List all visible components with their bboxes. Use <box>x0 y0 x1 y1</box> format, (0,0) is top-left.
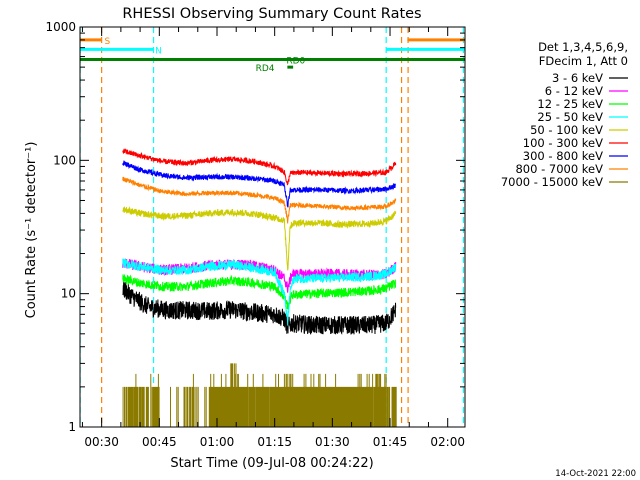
plot-area: S N RD0 RD4 <box>79 26 466 428</box>
legend-entry-label: 50 - 100 keV <box>530 123 603 137</box>
x-tick-label: 01:45 <box>373 435 408 449</box>
x-tick-label: 00:45 <box>142 435 177 449</box>
series-12-25-kev <box>122 274 397 310</box>
x-axis: 00:30 00:45 01:00 01:15 01:30 01:45 02:00 <box>81 27 465 449</box>
legend-header-line-2: FDecim 1, Att 0 <box>539 54 628 68</box>
series-3-6-kev <box>122 279 397 335</box>
legend-entry-label: 800 - 7000 keV <box>515 162 603 176</box>
legend-entry-label: 12 - 25 keV <box>537 97 603 111</box>
plot-frame <box>79 26 466 428</box>
legend-header-line-1: Det 1,3,4,5,6,9, <box>538 40 628 54</box>
series-300-800-kev <box>122 160 396 208</box>
x-axis-label: Start Time (09-Jul-08 00:24:22) <box>170 456 373 471</box>
flag-label-rd0: RD0 <box>286 57 305 67</box>
legend-entry-label: 3 - 6 keV <box>552 71 603 85</box>
legend: Det 1,3,4,5,6,9, FDecim 1, Att 0 3 - 6 k… <box>501 40 628 189</box>
legend-entry-label: 7000 - 15000 keV <box>501 175 603 189</box>
series-100-300-kev <box>122 148 397 186</box>
y-axis: 1 10 100 1000 <box>45 20 465 434</box>
series-7000-15000-kev <box>122 363 397 427</box>
y-axis-label: Count Rate (s⁻¹ detector⁻¹) <box>24 142 39 319</box>
x-tick-label: 01:00 <box>200 435 235 449</box>
series-25-50-kev <box>122 258 397 326</box>
series-800-7000-kev <box>122 176 397 225</box>
chart-title: RHESSI Observing Summary Count Rates <box>122 6 421 22</box>
x-tick-label: 01:15 <box>257 435 292 449</box>
x-tick-label: 02:00 <box>430 435 465 449</box>
legend-entry-label: 300 - 800 keV <box>523 149 603 163</box>
legend-entry-label: 6 - 12 keV <box>545 84 603 98</box>
flag-label-rd4: RD4 <box>256 64 275 74</box>
y-tick-label: 10 <box>61 287 76 301</box>
legend-entry-label: 25 - 50 keV <box>537 110 603 124</box>
x-tick-label: 01:30 <box>315 435 350 449</box>
timestamp: 14-Oct-2021 22:00 <box>555 469 636 479</box>
flag-label-s: S <box>105 37 111 47</box>
flag-label-n: N <box>155 46 162 56</box>
x-tick-label: 00:30 <box>84 435 119 449</box>
y-tick-label: 1 <box>68 420 76 434</box>
series-50-100-kev <box>122 206 397 271</box>
y-tick-label: 100 <box>53 153 76 167</box>
legend-entry-label: 100 - 300 keV <box>523 136 603 150</box>
y-tick-label: 1000 <box>45 20 76 34</box>
